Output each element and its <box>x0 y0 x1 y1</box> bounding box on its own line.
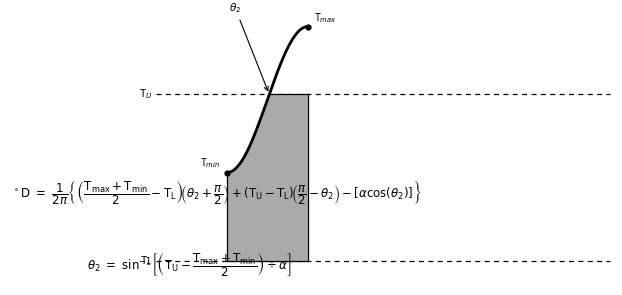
Polygon shape <box>227 94 308 261</box>
Text: T$_L$: T$_L$ <box>141 254 152 268</box>
Text: $\theta_2\ =\ \sin^{-1}\!\left[\left(\mathrm{T_U}-\dfrac{\mathrm{T_{max}}+\mathr: $\theta_2\ =\ \sin^{-1}\!\left[\left(\ma… <box>87 252 292 279</box>
Text: T$_{max}$: T$_{max}$ <box>314 11 337 25</box>
Text: $\theta_2$: $\theta_2$ <box>229 1 268 91</box>
Text: T$_U$: T$_U$ <box>139 88 152 101</box>
Text: T$_{min}$: T$_{min}$ <box>200 156 221 170</box>
Text: $^\circ\mathrm{D}\ =\ \dfrac{1}{2\pi}\left\{\left(\dfrac{\mathrm{T_{max}}+\mathr: $^\circ\mathrm{D}\ =\ \dfrac{1}{2\pi}\le… <box>12 179 422 207</box>
